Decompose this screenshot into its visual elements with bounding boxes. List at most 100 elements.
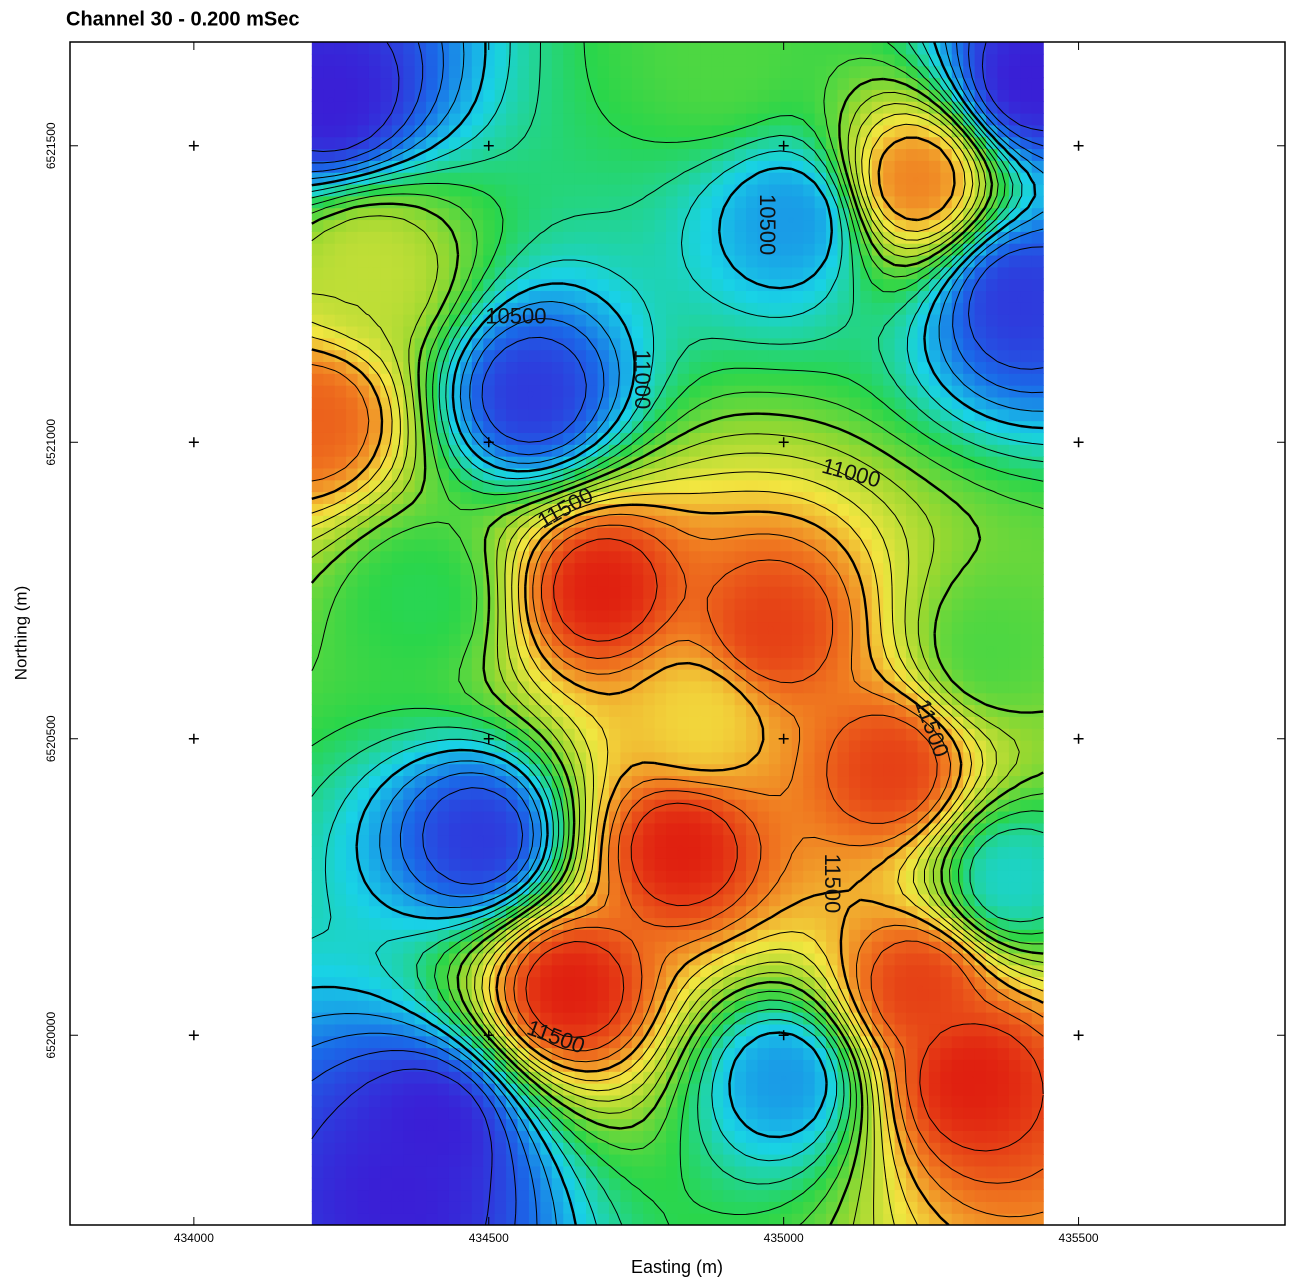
field-cell — [403, 645, 415, 657]
field-cell — [666, 1036, 678, 1048]
field-cell — [883, 586, 895, 598]
field-cell — [323, 1071, 335, 1083]
field-cell — [917, 752, 929, 764]
field-cell — [975, 503, 987, 515]
field-cell — [689, 811, 701, 823]
field-cell — [757, 492, 769, 504]
field-cell — [906, 527, 918, 539]
field-cell — [792, 787, 804, 799]
field-cell — [483, 385, 495, 397]
field-cell — [655, 634, 667, 646]
field-cell — [632, 1213, 644, 1225]
field-cell — [849, 799, 861, 811]
field-cell — [403, 716, 415, 728]
field-cell — [1009, 953, 1021, 965]
field-cell — [495, 835, 507, 847]
field-cell — [380, 669, 392, 681]
field-cell — [586, 563, 598, 575]
field-cell — [666, 622, 678, 634]
field-cell — [803, 503, 815, 515]
field-cell — [735, 1130, 747, 1142]
field-cell — [780, 622, 792, 634]
field-cell — [837, 728, 849, 740]
field-cell — [460, 539, 472, 551]
field-cell — [575, 432, 587, 444]
field-cell — [426, 906, 438, 918]
field-cell — [803, 421, 815, 433]
field-cell — [1020, 598, 1032, 610]
field-cell — [780, 693, 792, 705]
field-cell — [666, 1142, 678, 1154]
field-cell — [952, 634, 964, 646]
field-cell — [335, 432, 347, 444]
field-cell — [723, 515, 735, 527]
field-cell — [620, 669, 632, 681]
field-cell — [575, 1201, 587, 1213]
field-cell — [655, 787, 667, 799]
field-cell — [312, 941, 324, 953]
field-cell — [769, 882, 781, 894]
field-cell — [963, 1095, 975, 1107]
field-cell — [769, 397, 781, 409]
field-cell — [963, 1024, 975, 1036]
field-cell — [1020, 1201, 1032, 1213]
field-cell — [1020, 929, 1032, 941]
field-cell — [883, 326, 895, 338]
field-cell — [883, 409, 895, 421]
field-cell — [438, 1213, 450, 1225]
field-cell — [415, 835, 427, 847]
field-cell — [438, 681, 450, 693]
field-cell — [335, 728, 347, 740]
field-cell — [815, 314, 827, 326]
field-cell — [997, 1071, 1009, 1083]
field-cell — [529, 1213, 541, 1225]
field-cell — [403, 302, 415, 314]
field-cell — [963, 1012, 975, 1024]
field-cell — [735, 811, 747, 823]
field-cell — [975, 645, 987, 657]
field-cell — [952, 622, 964, 634]
field-cell — [689, 361, 701, 373]
field-cell — [872, 551, 884, 563]
field-cell — [460, 385, 472, 397]
field-cell — [769, 775, 781, 787]
field-cell — [700, 563, 712, 575]
field-cell — [415, 563, 427, 575]
field-cell — [426, 563, 438, 575]
field-cell — [358, 693, 370, 705]
field-cell — [438, 858, 450, 870]
field-cell — [586, 917, 598, 929]
field-cell — [815, 657, 827, 669]
field-cell — [1009, 586, 1021, 598]
field-cell — [575, 1190, 587, 1202]
field-cell — [757, 610, 769, 622]
field-cell — [335, 397, 347, 409]
field-cell — [872, 799, 884, 811]
field-cell — [1032, 835, 1044, 847]
field-cell — [346, 1142, 358, 1154]
field-cell — [392, 539, 404, 551]
field-cell — [700, 681, 712, 693]
field-cell — [358, 1178, 370, 1190]
field-cell — [472, 787, 484, 799]
field-cell — [312, 1166, 324, 1178]
field-cell — [586, 1142, 598, 1154]
field-cell — [735, 373, 747, 385]
field-cell — [883, 728, 895, 740]
field-cell — [449, 1190, 461, 1202]
field-cell — [1009, 1154, 1021, 1166]
field-cell — [689, 823, 701, 835]
field-cell — [598, 704, 610, 716]
field-cell — [369, 1190, 381, 1202]
field-cell — [826, 385, 838, 397]
field-cell — [712, 1142, 724, 1154]
field-cell — [780, 657, 792, 669]
field-cell — [415, 622, 427, 634]
field-cell — [575, 314, 587, 326]
field-cell — [929, 988, 941, 1000]
field-cell — [678, 764, 690, 776]
field-cell — [997, 350, 1009, 362]
field-cell — [769, 988, 781, 1000]
field-cell — [860, 444, 872, 456]
field-cell — [963, 752, 975, 764]
